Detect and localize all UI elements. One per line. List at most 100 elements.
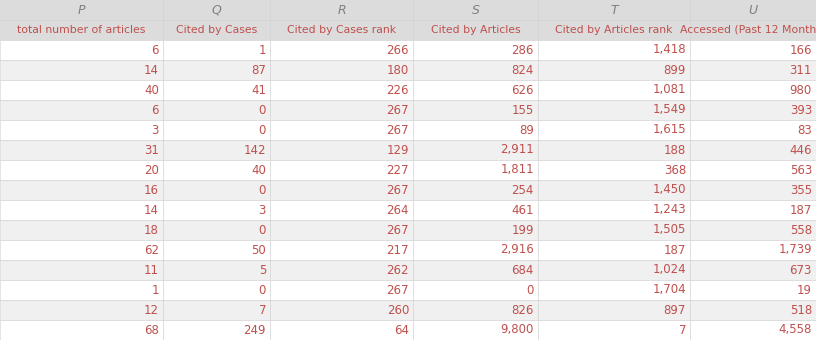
Bar (270, 160, 413, 180)
Text: 1,811: 1,811 (500, 164, 534, 176)
Bar (690, 20, 816, 40)
Bar (0, 220, 163, 240)
Bar (163, 280, 270, 300)
Text: T: T (610, 3, 618, 17)
Bar (690, 180, 816, 200)
Bar (413, 0, 538, 20)
Bar (538, 140, 690, 160)
Bar (270, 20, 413, 40)
Text: 18: 18 (144, 223, 159, 237)
Bar (163, 200, 270, 220)
Text: 1,615: 1,615 (652, 123, 686, 136)
Bar (413, 300, 538, 320)
Text: 0: 0 (259, 223, 266, 237)
Text: 19: 19 (797, 284, 812, 296)
Text: 3: 3 (152, 123, 159, 136)
Text: 31: 31 (144, 143, 159, 156)
Bar (538, 200, 690, 220)
Bar (413, 240, 538, 260)
Text: Cited by Cases: Cited by Cases (176, 25, 257, 35)
Text: 40: 40 (144, 84, 159, 97)
Text: 1,549: 1,549 (652, 103, 686, 117)
Bar (270, 300, 413, 320)
Bar (538, 320, 690, 340)
Bar (690, 300, 816, 320)
Text: 1,081: 1,081 (653, 84, 686, 97)
Text: 41: 41 (251, 84, 266, 97)
Text: 83: 83 (797, 123, 812, 136)
Text: 267: 267 (387, 284, 409, 296)
Bar (413, 80, 538, 100)
Bar (413, 40, 538, 60)
Bar (0, 40, 163, 60)
Text: 199: 199 (512, 223, 534, 237)
Bar (413, 160, 538, 180)
Text: 286: 286 (512, 44, 534, 56)
Text: 40: 40 (251, 164, 266, 176)
Bar (163, 160, 270, 180)
Text: U: U (748, 3, 757, 17)
Text: 87: 87 (251, 64, 266, 76)
Bar (0, 320, 163, 340)
Text: 64: 64 (394, 323, 409, 337)
Bar (690, 100, 816, 120)
Bar (270, 140, 413, 160)
Text: 311: 311 (790, 64, 812, 76)
Text: 980: 980 (790, 84, 812, 97)
Text: 0: 0 (259, 123, 266, 136)
Bar (690, 220, 816, 240)
Bar (413, 100, 538, 120)
Text: 5: 5 (259, 264, 266, 276)
Bar (270, 180, 413, 200)
Bar (270, 280, 413, 300)
Text: 0: 0 (259, 284, 266, 296)
Bar (538, 180, 690, 200)
Bar (270, 60, 413, 80)
Text: 1,418: 1,418 (652, 44, 686, 56)
Bar (690, 40, 816, 60)
Bar (690, 160, 816, 180)
Text: Q: Q (211, 3, 221, 17)
Text: 563: 563 (790, 164, 812, 176)
Bar (538, 20, 690, 40)
Bar (538, 220, 690, 240)
Bar (538, 40, 690, 60)
Text: 267: 267 (387, 123, 409, 136)
Bar (0, 0, 163, 20)
Text: 626: 626 (512, 84, 534, 97)
Bar (538, 260, 690, 280)
Bar (270, 0, 413, 20)
Text: 0: 0 (259, 184, 266, 197)
Bar (538, 300, 690, 320)
Bar (690, 260, 816, 280)
Bar (690, 140, 816, 160)
Bar (270, 220, 413, 240)
Text: 1,450: 1,450 (653, 184, 686, 197)
Text: 6: 6 (152, 103, 159, 117)
Text: 355: 355 (790, 184, 812, 197)
Text: 393: 393 (790, 103, 812, 117)
Text: 20: 20 (144, 164, 159, 176)
Text: 518: 518 (790, 304, 812, 317)
Text: S: S (472, 3, 480, 17)
Bar (0, 300, 163, 320)
Bar (690, 0, 816, 20)
Text: 267: 267 (387, 184, 409, 197)
Bar (0, 240, 163, 260)
Text: Cited by Articles: Cited by Articles (431, 25, 521, 35)
Text: Cited by Articles rank: Cited by Articles rank (555, 25, 672, 35)
Text: 155: 155 (512, 103, 534, 117)
Text: 899: 899 (663, 64, 686, 76)
Bar (0, 120, 163, 140)
Bar (163, 40, 270, 60)
Bar (690, 60, 816, 80)
Text: 461: 461 (512, 204, 534, 217)
Bar (413, 320, 538, 340)
Bar (163, 80, 270, 100)
Bar (270, 240, 413, 260)
Text: 68: 68 (144, 323, 159, 337)
Bar (270, 120, 413, 140)
Bar (413, 260, 538, 280)
Text: 1,024: 1,024 (652, 264, 686, 276)
Bar (163, 0, 270, 20)
